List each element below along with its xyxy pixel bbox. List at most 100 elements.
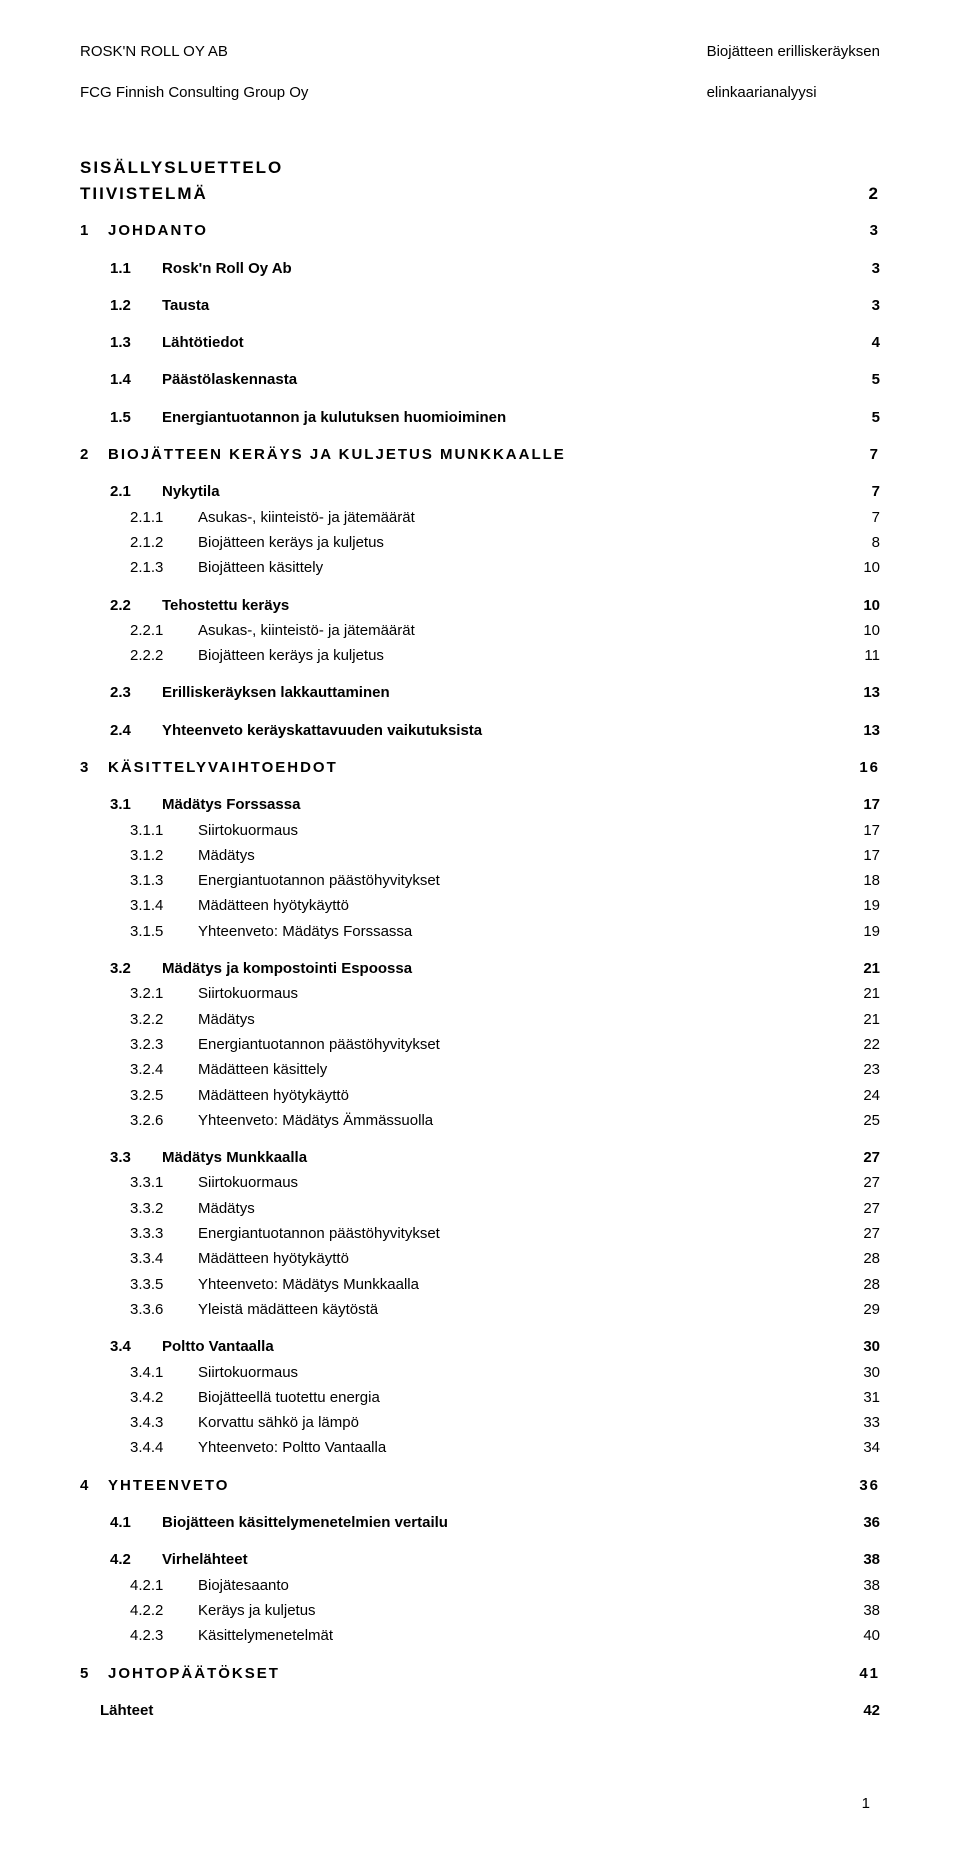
toc-entry-number: 3.3.3 (130, 1223, 198, 1244)
toc-row: 2.2Tehostettu keräys10 (80, 593, 880, 618)
toc-entry-number: 3.4.1 (130, 1362, 198, 1383)
toc-lahteet-label: Lähteet (100, 1700, 830, 1721)
toc-entry-page: 13 (830, 682, 880, 703)
toc-entry-page: 16 (830, 757, 880, 778)
toc-entry-number: 1.3 (110, 332, 162, 353)
toc-row: 4.1Biojätteen käsittelymenetelmien verta… (80, 1510, 880, 1535)
toc-entry-label: Energiantuotannon päästöhyvitykset (198, 870, 830, 891)
toc-row: 4.2Virhelähteet38 (80, 1547, 880, 1572)
toc-entry-label: Mädätteen hyötykäyttö (198, 895, 830, 916)
toc-entry-label: Mädätys Forssassa (162, 794, 830, 815)
toc-entry-page: 36 (830, 1475, 880, 1496)
page-root: ROSK'N ROLL OY AB FCG Finnish Consulting… (0, 0, 960, 1852)
toc-row: 3.3.5Yhteenveto: Mädätys Munkkaalla28 (80, 1272, 880, 1297)
toc-entry-number: 1.4 (110, 369, 162, 390)
toc-entry-page: 30 (830, 1336, 880, 1357)
toc-entry-label: BIOJÄTTEEN KERÄYS JA KULJETUS MUNKKAALLE (108, 444, 830, 465)
toc-entry-label: Biojätteen keräys ja kuljetus (198, 532, 830, 553)
toc-row: 1.4Päästölaskennasta5 (80, 367, 880, 392)
toc-entry-page: 21 (830, 983, 880, 1004)
toc-entry-page: 21 (830, 1009, 880, 1030)
toc-entry-label: Siirtokuormaus (198, 820, 830, 841)
toc-row: 1.1Rosk'n Roll Oy Ab3 (80, 256, 880, 281)
toc-entry-label: Virhelähteet (162, 1549, 830, 1570)
toc-entry-number: 2.1.2 (130, 532, 198, 553)
toc-row: 2.1Nykytila7 (80, 479, 880, 504)
page-number: 1 (862, 1795, 870, 1812)
toc-entry-page: 24 (830, 1085, 880, 1106)
toc-entry-label: Mädätteen hyötykäyttö (198, 1085, 830, 1106)
toc-row: 3.2Mädätys ja kompostointi Espoossa21 (80, 956, 880, 981)
toc-entry-label: JOHTOPÄÄTÖKSET (108, 1663, 830, 1684)
toc-entry-page: 17 (830, 794, 880, 815)
toc-entry-number: 3.3.2 (130, 1198, 198, 1219)
header-right: Biojätteen erilliskeräyksen elinkaariana… (707, 22, 880, 123)
toc-row: 3.1.5Yhteenveto: Mädätys Forssassa19 (80, 919, 880, 944)
toc-entry-label: Energiantuotannon ja kulutuksen huomioim… (162, 407, 830, 428)
toc-entry-page: 22 (830, 1034, 880, 1055)
toc-entry-label: Yhteenveto: Poltto Vantaalla (198, 1437, 830, 1458)
toc-row: 2.1.3Biojätteen käsittely10 (80, 555, 880, 580)
toc-entry-label: Yhteenveto keräyskattavuuden vaikutuksis… (162, 720, 830, 741)
toc-entry-page: 28 (830, 1248, 880, 1269)
heading-sisallys: SISÄLLYSLUETTELO (80, 158, 880, 178)
toc-entry-number: 3.2.2 (130, 1009, 198, 1030)
toc-row: 3.3.6Yleistä mädätteen käytöstä29 (80, 1297, 880, 1322)
toc-entry-label: Lähtötiedot (162, 332, 830, 353)
toc-entry-page: 29 (830, 1299, 880, 1320)
toc-entry-page: 36 (830, 1512, 880, 1533)
toc-entry-number: 2.1 (110, 481, 162, 502)
toc-row: 2.3Erilliskeräyksen lakkauttaminen13 (80, 680, 880, 705)
toc-entry-number: 4.2.1 (130, 1575, 198, 1596)
toc-entry-page: 25 (830, 1110, 880, 1131)
toc-entry-label: Biojätteellä tuotettu energia (198, 1387, 830, 1408)
toc-row: 1.3Lähtötiedot4 (80, 330, 880, 355)
toc-entry-page: 41 (830, 1663, 880, 1684)
toc-row: 3.3.1Siirtokuormaus27 (80, 1170, 880, 1195)
toc-entry-number: 2.1.3 (130, 557, 198, 578)
toc-row: 3.2.3Energiantuotannon päästöhyvitykset2… (80, 1032, 880, 1057)
toc-entry-page: 7 (830, 507, 880, 528)
toc-entry-number: 1.5 (110, 407, 162, 428)
toc-entry-number: 3.2.6 (130, 1110, 198, 1131)
toc-entry-page: 40 (830, 1625, 880, 1646)
toc-entry-page: 7 (830, 481, 880, 502)
toc-entry-page: 21 (830, 958, 880, 979)
toc-row: 3.4.1Siirtokuormaus30 (80, 1360, 880, 1385)
toc-entry-label: Erilliskeräyksen lakkauttaminen (162, 682, 830, 703)
toc-entry-number: 4.2.3 (130, 1625, 198, 1646)
toc-entry-label: Mädätteen hyötykäyttö (198, 1248, 830, 1269)
toc-entry-label: Mädätys (198, 1009, 830, 1030)
toc-row: 5JOHTOPÄÄTÖKSET41 (80, 1661, 880, 1686)
toc-entry-label: Biojätteen keräys ja kuljetus (198, 645, 830, 666)
toc-row: 3.1.1Siirtokuormaus17 (80, 818, 880, 843)
toc-entry-page: 10 (830, 620, 880, 641)
toc-row: 2BIOJÄTTEEN KERÄYS JA KULJETUS MUNKKAALL… (80, 442, 880, 467)
toc-entry-page: 10 (830, 557, 880, 578)
toc-entry-page: 17 (830, 820, 880, 841)
toc-row: 3.3.4Mädätteen hyötykäyttö28 (80, 1246, 880, 1271)
toc-entry-label: Päästölaskennasta (162, 369, 830, 390)
toc-entry-page: 28 (830, 1274, 880, 1295)
toc-entry-number: 2.2.1 (130, 620, 198, 641)
toc-row: 2.1.1Asukas-, kiinteistö- ja jätemäärät7 (80, 505, 880, 530)
toc-entry-number: 4.1 (110, 1512, 162, 1533)
heading-tiivistelma-label: TIIVISTELMÄ (80, 184, 208, 204)
toc-entry-label: Asukas-, kiinteistö- ja jätemäärät (198, 507, 830, 528)
toc-entry-label: Keräys ja kuljetus (198, 1600, 830, 1621)
toc-entry-number: 2 (80, 444, 108, 465)
toc-entry-label: Yhteenveto: Mädätys Forssassa (198, 921, 830, 942)
toc-entry-label: JOHDANTO (108, 220, 830, 241)
toc-entry-page: 3 (830, 258, 880, 279)
toc-entry-number: 3.2.1 (130, 983, 198, 1004)
toc-entry-number: 3.2.3 (130, 1034, 198, 1055)
heading-tiivistelma-row: TIIVISTELMÄ 2 (80, 184, 880, 204)
toc-entry-page: 30 (830, 1362, 880, 1383)
toc-entry-number: 1.2 (110, 295, 162, 316)
toc-entry-page: 11 (830, 645, 880, 666)
header-company-1: ROSK'N ROLL OY AB (80, 42, 308, 62)
toc-entry-page: 38 (830, 1575, 880, 1596)
toc-entry-label: Mädätys (198, 1198, 830, 1219)
toc-entry-number: 2.2 (110, 595, 162, 616)
toc-entry-number: 1.1 (110, 258, 162, 279)
